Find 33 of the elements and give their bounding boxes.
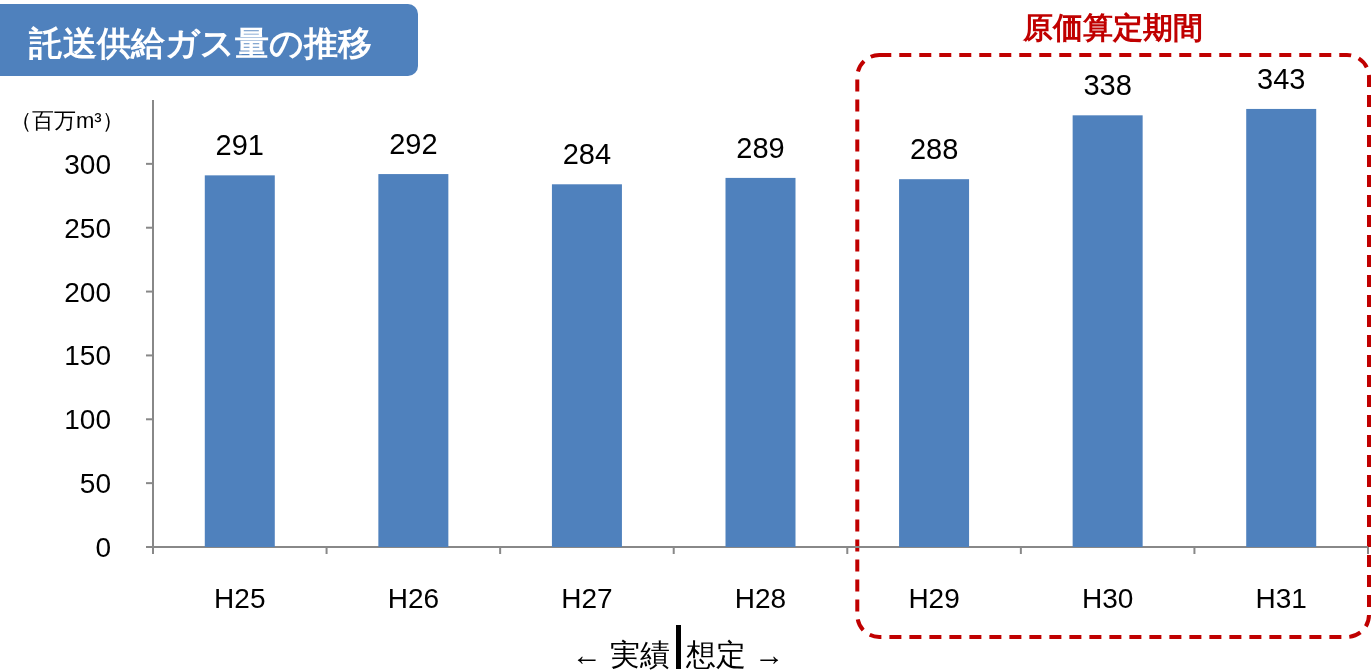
chart-title: 託送供給ガス量の推移 bbox=[27, 24, 372, 62]
data-label: 288 bbox=[909, 133, 959, 166]
y-tick-label: 200 bbox=[64, 276, 111, 308]
y-tick-label: 0 bbox=[95, 532, 111, 563]
data-label: 291 bbox=[215, 129, 264, 162]
x-tick-label: H29 bbox=[908, 583, 960, 614]
text: ← 実績 bbox=[571, 638, 670, 671]
y-tick-label: 100 bbox=[64, 404, 111, 436]
bar bbox=[551, 184, 622, 547]
data-label: 284 bbox=[562, 138, 612, 171]
x-tick-label: H27 bbox=[561, 583, 613, 614]
y-tick-label: 250 bbox=[64, 212, 111, 244]
data-label: 289 bbox=[736, 131, 785, 164]
x-tick-label: H25 bbox=[214, 583, 266, 614]
bar bbox=[725, 177, 796, 547]
text: 想定 → bbox=[685, 638, 785, 671]
y-axis-title: （百万m³） bbox=[10, 108, 124, 133]
data-label: 292 bbox=[389, 128, 438, 161]
bar bbox=[899, 179, 970, 547]
bar bbox=[1246, 108, 1317, 547]
x-tick-label: H26 bbox=[387, 583, 440, 614]
x-tick-label: H28 bbox=[734, 583, 787, 614]
text: 原価算定期間 bbox=[1022, 11, 1204, 44]
y-tick-label: 300 bbox=[64, 148, 111, 180]
data-label: 343 bbox=[1257, 62, 1306, 95]
y-tick-label: 50 bbox=[79, 468, 111, 500]
bar bbox=[204, 175, 275, 547]
x-tick-label: H30 bbox=[1081, 583, 1134, 614]
data-label: 338 bbox=[1083, 69, 1132, 102]
bar bbox=[378, 174, 449, 547]
bar bbox=[1072, 115, 1143, 547]
x-tick-label: H31 bbox=[1255, 583, 1307, 614]
y-tick-label: 150 bbox=[64, 340, 111, 372]
